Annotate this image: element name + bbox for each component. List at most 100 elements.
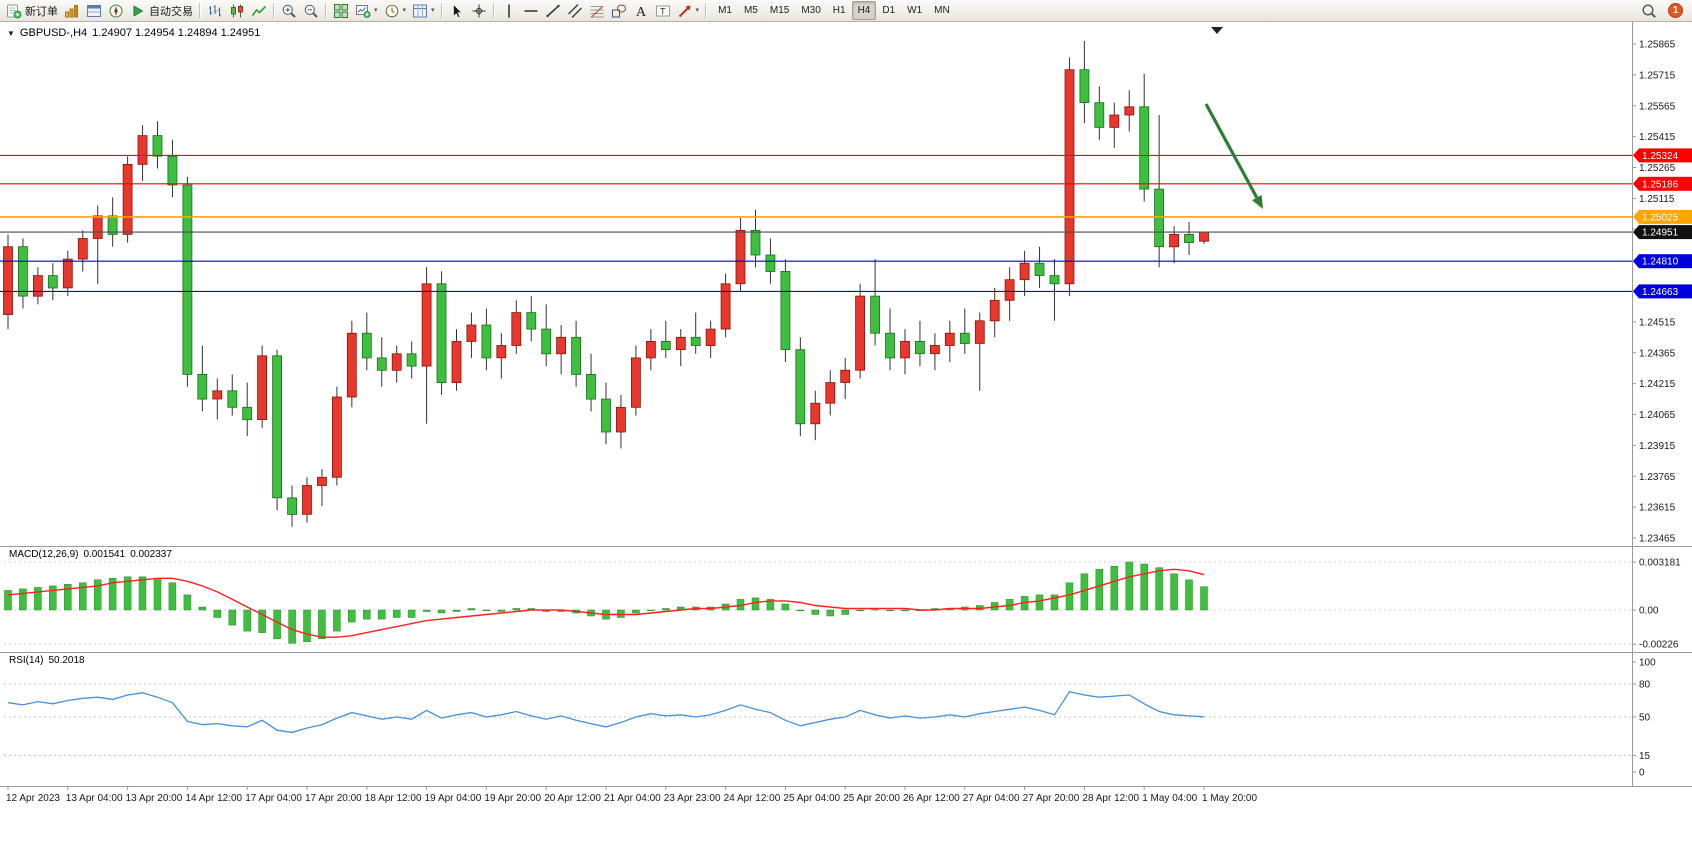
new-chart-icon [356,4,371,18]
macd-histogram-bar [392,609,401,618]
candle-body [1094,102,1105,128]
timeframe-h4[interactable]: H4 [851,1,877,20]
time-axis-label: 13 Apr 04:00 [66,793,123,804]
timeframe-m1[interactable]: M1 [718,5,732,16]
fibonacci-button[interactable] [586,1,608,21]
candle-body [646,340,656,359]
rsi-line [7,690,1205,734]
tile-windows-icon [334,3,348,18]
ohlc-values: 1.24907 1.24954 1.24894 1.24951 [92,27,261,39]
time-axis-label: 28 Apr 12:00 [1082,793,1139,804]
line-chart-button[interactable] [248,1,270,21]
trendline-button[interactable] [542,1,564,21]
candle-body [1139,106,1150,190]
zoom-in-button[interactable] [278,1,300,21]
periods-button[interactable]: ▾ [381,1,410,21]
data-window-button[interactable] [83,1,105,21]
price-axis-label: 1.24515 [1639,317,1676,328]
timeframe-d1[interactable]: D1 [882,5,896,16]
zoom-out-button[interactable] [300,1,322,21]
candlestick-chart-button[interactable] [226,1,248,21]
new-chart-button[interactable]: ▾ [352,1,381,21]
macd-histogram-bar [333,609,341,632]
arrows-button[interactable]: ▾ [674,1,703,21]
one-click-trading-toggle-icon[interactable]: ▼ [7,28,15,38]
timeframe-m15[interactable]: M15 [769,5,790,16]
price-badge [1639,254,1692,269]
navigator-button[interactable] [105,1,127,21]
time-axis-label: 12 Apr 2023 [6,793,60,804]
text-label-button[interactable]: T [652,1,674,21]
time-axis-label: 20 Apr 12:00 [544,793,601,804]
candle-body [272,355,283,499]
candle-body [1199,231,1209,242]
dropdown-caret-icon[interactable]: ▾ [374,7,378,14]
time-axis-label: 14 Apr 12:00 [185,793,242,804]
candle-body [735,229,746,285]
candle-body [541,328,552,355]
text-button[interactable]: A [630,1,652,21]
new-order-button[interactable]: 新订单 [3,1,61,21]
candle-body [750,229,761,256]
price-badge [1639,225,1692,240]
tile-windows-button[interactable] [330,1,352,21]
candle-body [705,328,716,347]
notifications-badge[interactable]: 1 [1668,3,1683,18]
search-button[interactable] [1638,1,1660,21]
macd-histogram-bar [153,578,162,611]
autotrading-button[interactable]: 自动交易 [127,1,196,21]
candle-body [1004,279,1015,301]
macd-histogram-bar [1200,586,1208,611]
equidistant-channel-button[interactable] [564,1,586,21]
chart-shift-marker[interactable] [1211,27,1223,34]
market-watch-button[interactable] [61,1,83,21]
macd-histogram-bar [452,609,461,612]
candle-body [167,155,178,186]
horizontal-line-button[interactable] [520,1,542,21]
price-axis-label: 1.25865 [1639,40,1676,51]
timeframe-bar: M1 M5 M15 M30 H1 H4 D1 W1 MN [712,1,956,20]
timeframe-m5[interactable]: M5 [743,5,758,16]
horizontal-line-icon [524,9,538,12]
candle-body [690,336,701,346]
dropdown-caret-icon[interactable]: ▾ [431,7,435,14]
crosshair-button[interactable] [468,1,490,21]
macd-histogram-bar [1125,561,1134,611]
macd-histogram-bar [363,609,371,620]
candle-body [17,246,28,297]
time-axis-label: 21 Apr 04:00 [604,793,661,804]
candle-body [601,398,611,433]
candle-body [62,258,73,289]
annotation-arrow-line[interactable] [1204,103,1259,199]
vertical-line-button[interactable] [498,1,520,21]
macd-histogram-bar [482,609,491,612]
price-badge-tip [1633,176,1639,191]
macd-histogram-bar [1170,573,1178,611]
dropdown-caret-icon[interactable]: ▾ [402,7,407,14]
candle-body [421,283,432,367]
candle-body [331,396,342,478]
price-badge-label: 1.25186 [1642,179,1679,190]
search-icon [1642,3,1656,18]
annotation-arrow-head[interactable] [1252,195,1263,209]
time-axis-label: 17 Apr 20:00 [305,793,362,804]
timeframe-h1[interactable]: H1 [832,5,846,16]
candle-body [780,270,791,350]
symbol-period-label: GBPUSD-,H4 [19,27,88,39]
bar-chart-button[interactable] [204,1,226,21]
timeframe-m30[interactable]: M30 [801,5,821,16]
templates-button[interactable]: ▾ [409,1,438,21]
timeframe-w1[interactable]: W1 [907,5,923,16]
macd-histogram-bar [826,609,835,617]
cursor-button[interactable] [446,1,468,21]
macd-histogram-bar [856,609,864,612]
shapes-button[interactable] [608,1,630,21]
dropdown-caret-icon[interactable]: ▾ [695,7,700,14]
candle-body [810,402,821,425]
timeframe-mn[interactable]: MN [934,5,950,16]
candle-body [1049,275,1060,285]
price-axis-label: 1.23915 [1639,441,1676,452]
macd-histogram-bar [617,609,625,618]
macd-signal-line [7,568,1205,638]
